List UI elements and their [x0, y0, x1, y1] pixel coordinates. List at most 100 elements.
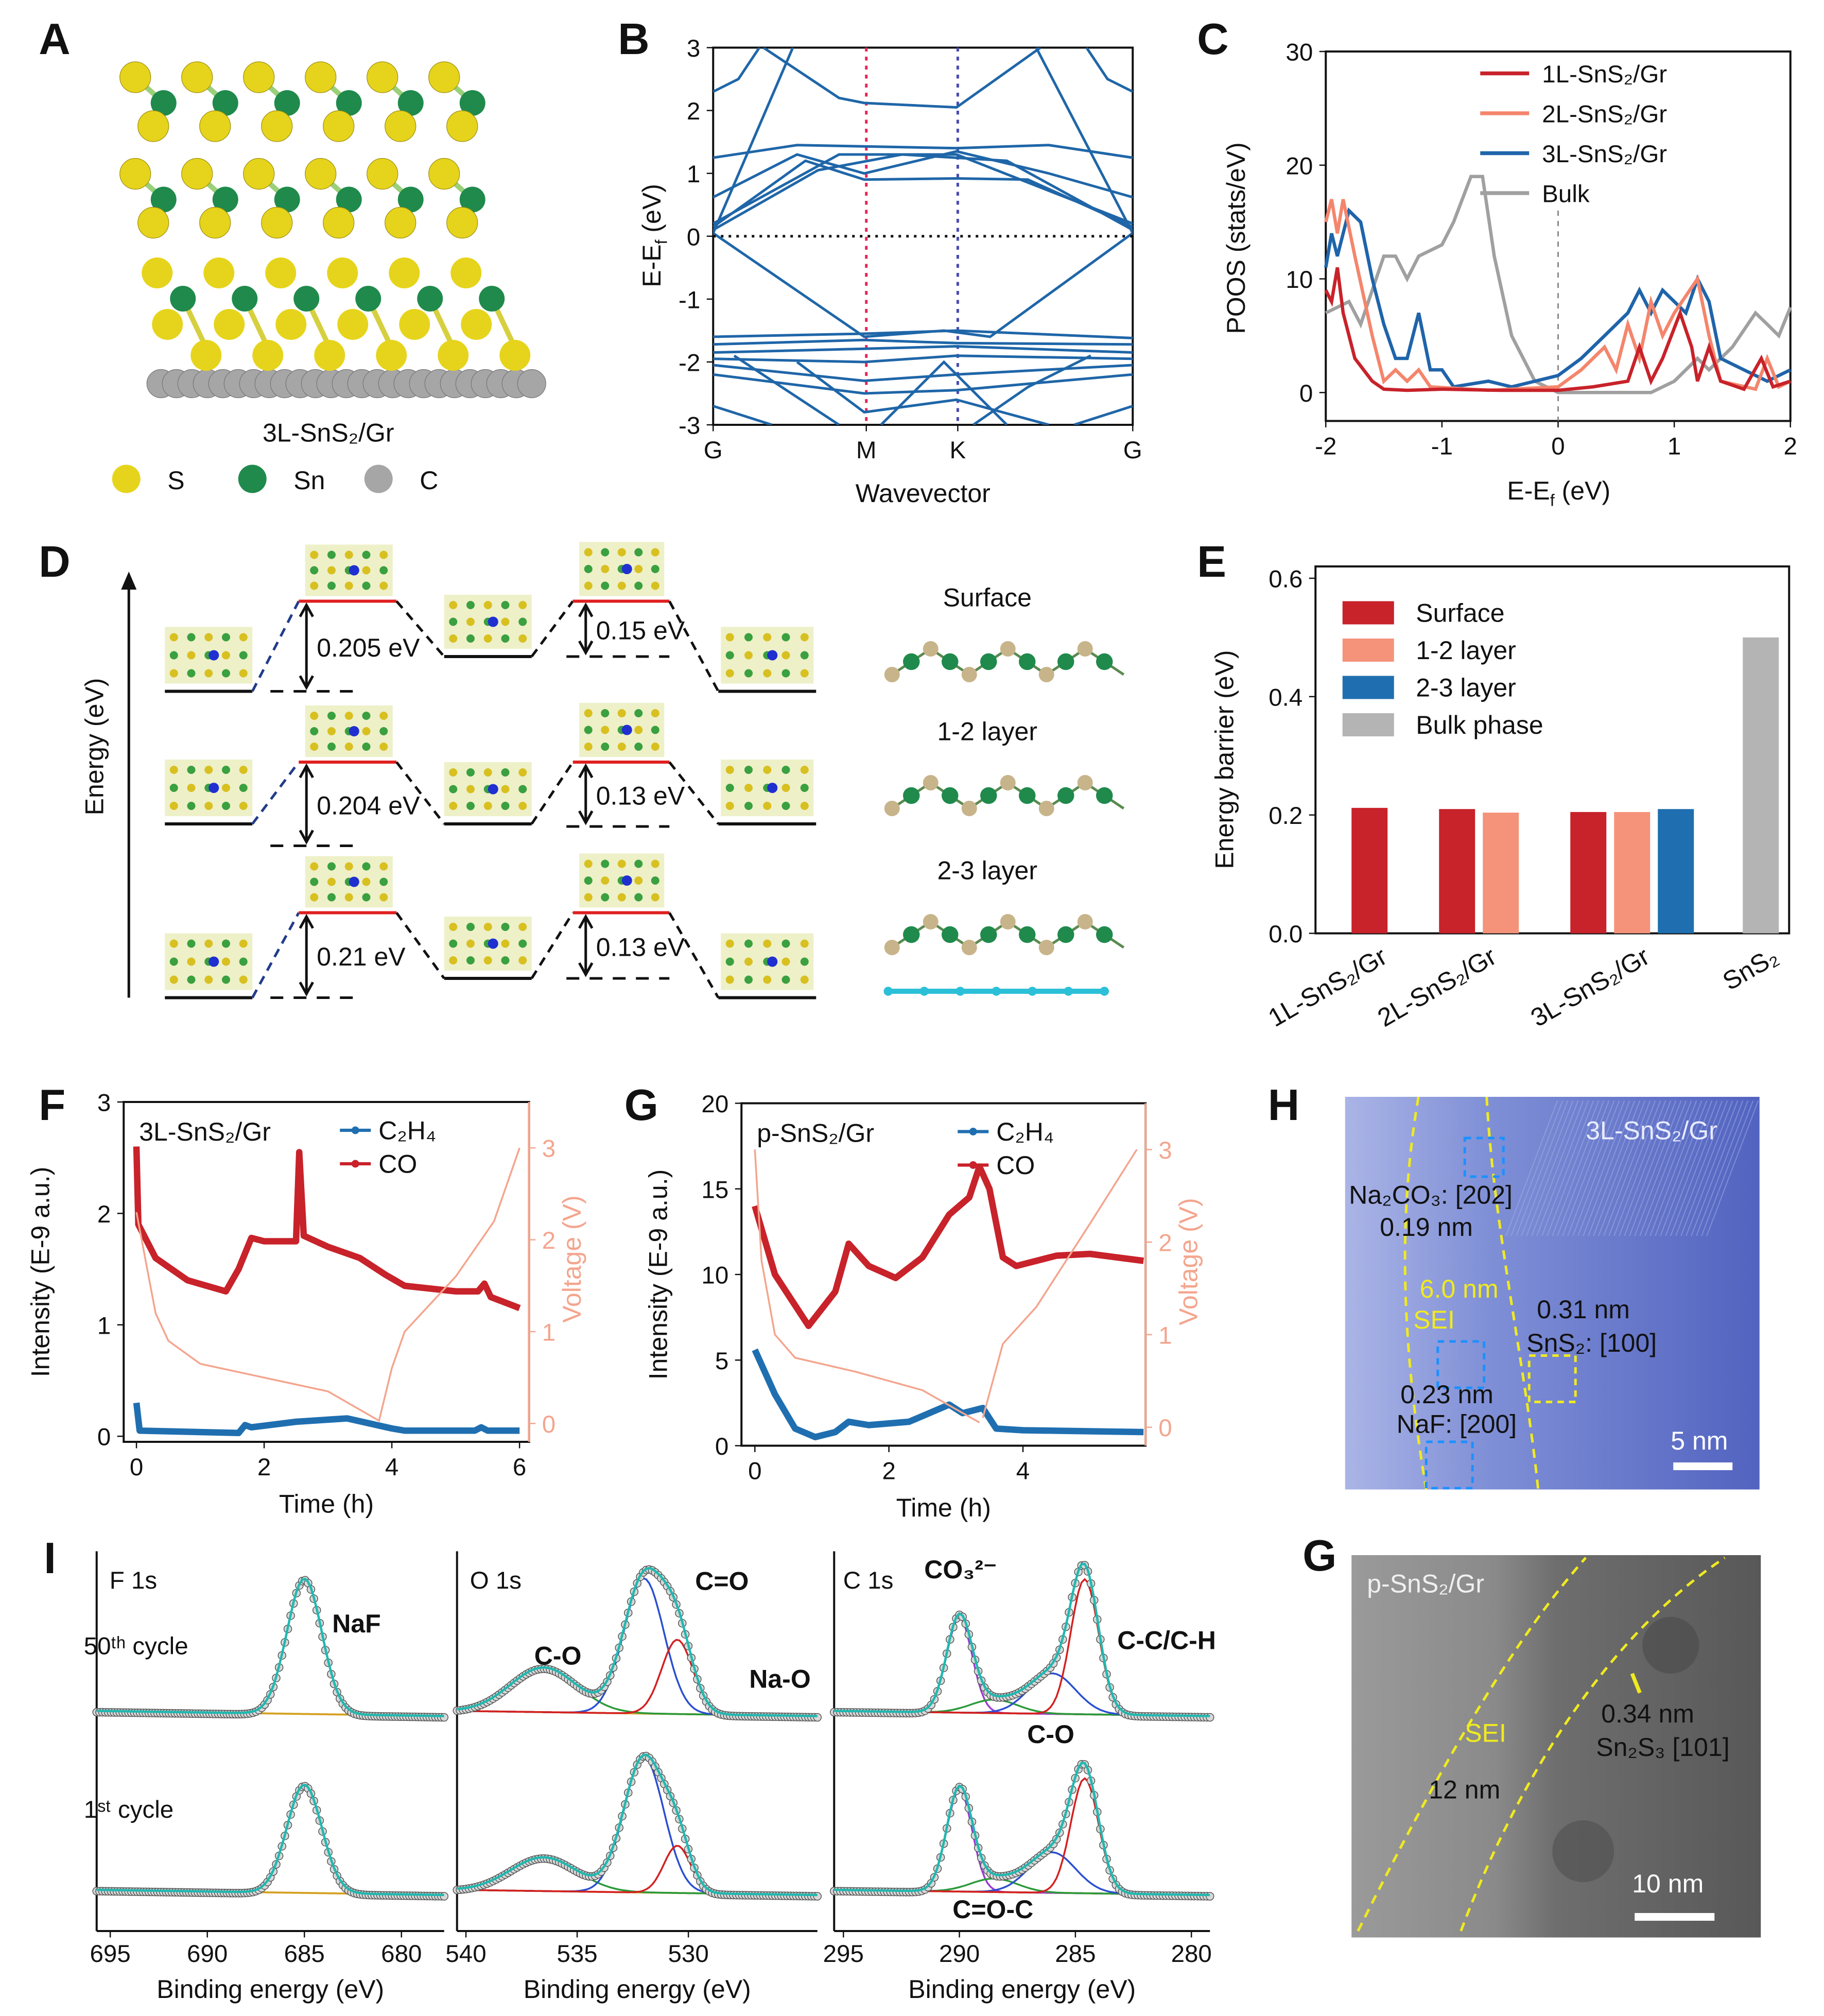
path-connector [251, 600, 300, 692]
sulfur-atom [385, 110, 416, 142]
sodium-ion [767, 783, 778, 793]
y-tick-label: 0.2 [1269, 802, 1302, 830]
sulfur-atom [446, 110, 478, 142]
tem-micrograph [1351, 1555, 1761, 1938]
panel-label-I: I [44, 1534, 56, 1583]
energy-diagram: Energy (eV) 0.205 eV 0.15 eV 0.204 eV 0.13 e… [80, 542, 1125, 1000]
chart-I-O1s: 540 535 530 Binding energy (eV) O 1s [445, 1551, 822, 2004]
sulfur-atom [399, 309, 430, 340]
annotation-naf: NaF: [200] [1397, 1410, 1517, 1439]
sodium-ion [621, 564, 632, 574]
path-connector [251, 761, 300, 825]
fit-envelope [834, 1562, 1210, 1717]
lattice-region-box [1436, 1340, 1486, 1389]
structure-thumbnail [444, 762, 532, 816]
y2-tick-label: 0 [1158, 1415, 1172, 1442]
category-label: 1L-SnS₂/Gr [1263, 942, 1392, 1032]
chart-I-C1s: 295 290 285 280 Binding energy (eV) C 1s [823, 1551, 1214, 2004]
core-level-label: O 1s [470, 1567, 522, 1594]
legend-swatch [1342, 676, 1394, 699]
legend-label: 1L-SnS₂/Gr [1542, 61, 1667, 88]
sodium-ion [488, 616, 498, 627]
tin-atom [293, 286, 320, 312]
tin-atom [397, 90, 424, 116]
x-axis-label: Wavevector [856, 479, 991, 508]
annotation-phase: Sn₂S₃ [101] [1596, 1733, 1729, 1762]
x-tick-label: K [950, 437, 966, 464]
x-tick-label: 285 [1055, 1940, 1096, 1968]
band-structure [713, 47, 1133, 425]
peak-label-naf: NaF [332, 1609, 380, 1638]
legend-marker [351, 1126, 359, 1134]
bar [1351, 807, 1388, 934]
y-tick-label: 2 [97, 1201, 111, 1228]
band-line [880, 360, 1008, 425]
arrow-head-icon [299, 602, 314, 691]
panel-label-C: C [1197, 15, 1228, 64]
legend-label: C₂H₄ [996, 1117, 1054, 1146]
legend-swatch [1342, 639, 1394, 662]
band-line [1085, 47, 1133, 93]
band-line [1073, 405, 1133, 425]
sulfur-atom [337, 309, 369, 340]
band-line [713, 329, 1133, 339]
annotation-sei: SEI [1465, 1719, 1506, 1748]
tin-atom [459, 186, 485, 213]
legend-label: 2L-SnS₂/Gr [1542, 101, 1667, 128]
x-tick-label: 535 [557, 1940, 597, 1968]
sulfur-atom [275, 309, 307, 340]
x-tick-label: M [856, 437, 877, 464]
sodium-ion [621, 725, 632, 735]
panel-label-G2: G [1302, 1531, 1336, 1580]
cycle-label: 1ˢᵗ cycle [84, 1796, 173, 1823]
pdos-series-line [1324, 199, 1792, 392]
legend-marker-C [364, 464, 393, 493]
annotation-d2: 0.31 nm [1537, 1295, 1630, 1324]
fit-component-C-O [457, 1856, 818, 1896]
peak-label-c_eq_o: C=O [695, 1567, 749, 1596]
legend-label: S [167, 466, 184, 495]
band-line [713, 232, 1133, 338]
sulfur-atom [323, 206, 355, 239]
sulfur-atom [199, 206, 231, 239]
annotation-sample: 3L-SnS₂/Gr [1586, 1116, 1717, 1145]
fit-envelope [834, 1762, 1210, 1897]
arrow-head-icon [578, 914, 594, 977]
layer-structure-model [883, 914, 1125, 996]
diffusion-site-label: 1-2 layer [937, 717, 1037, 746]
tin-atom [459, 90, 485, 116]
sulfur-atom [243, 61, 275, 93]
lattice-region-box [1425, 1440, 1474, 1490]
bar [1483, 813, 1519, 934]
sodium-ion [209, 783, 219, 793]
y-tick-label: 30 [1286, 39, 1313, 66]
cycle-label: 50ᵗʰ cycle [84, 1633, 188, 1660]
y2-tick-label: 0 [542, 1411, 555, 1438]
y-axis-label: Intensity (E-9 a.u.) [644, 1169, 672, 1380]
voltage-curve [135, 1147, 520, 1422]
sulfur-atom [243, 158, 275, 190]
x-tick-label: 6 [513, 1454, 526, 1481]
structure-thumbnail [305, 856, 393, 908]
sodium-ion [488, 938, 498, 949]
fit-envelope [457, 1566, 818, 1717]
structure-thumbnail [444, 595, 532, 649]
path-connector [668, 912, 720, 998]
series-CO-line [752, 1163, 1144, 1329]
barrier-value: 0.205 eV [317, 633, 420, 662]
y-tick-label: 3 [687, 35, 700, 62]
band-line [713, 405, 773, 425]
y-tick-label: 3 [97, 1090, 111, 1117]
y-tick-label: 2 [687, 98, 700, 125]
y-tick-label: 0 [687, 223, 700, 251]
peak-label-nao: Na-O [749, 1665, 810, 1694]
annotation-scale: 10 nm [1632, 1869, 1704, 1898]
x-tick-label: 295 [823, 1940, 864, 1968]
bar [1614, 812, 1651, 934]
band-line [762, 47, 1041, 109]
structure-thumbnail [579, 853, 665, 908]
y2-tick-label: 3 [1158, 1137, 1172, 1164]
